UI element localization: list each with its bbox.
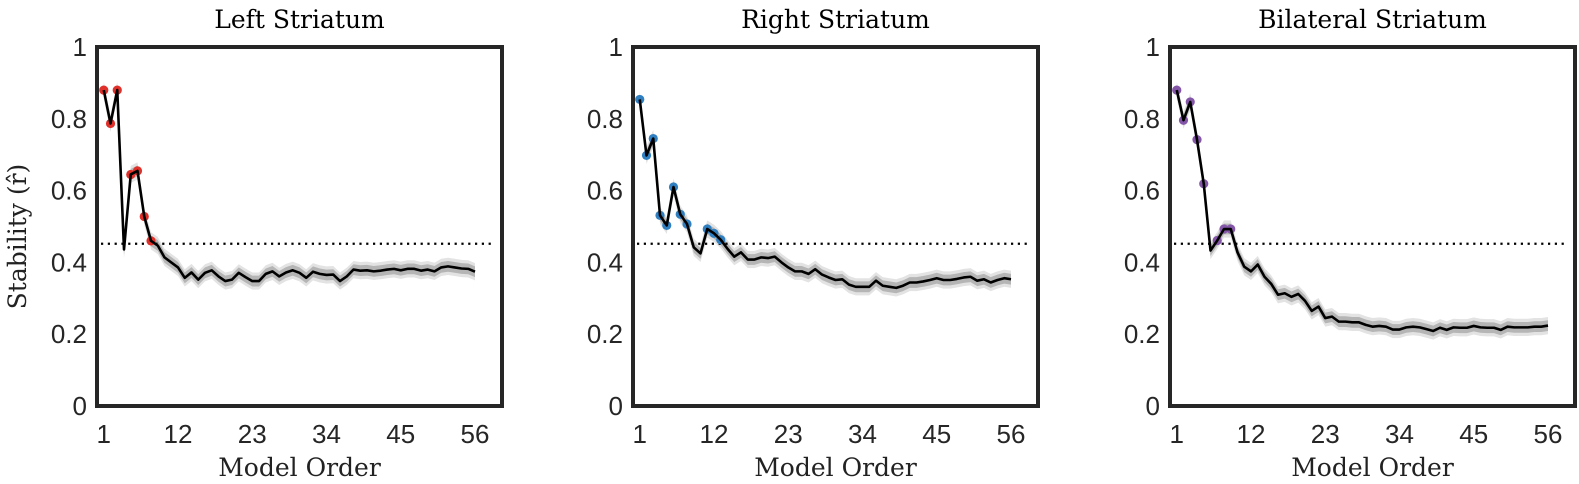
x-tick-label: 1: [97, 419, 111, 449]
y-tick-label: 0.8: [1124, 104, 1160, 134]
y-tick-label: 1: [1146, 32, 1160, 62]
y-tick-label: 0.4: [1124, 247, 1160, 277]
x-tick-label: 1: [1170, 419, 1184, 449]
y-tick-label: 0.2: [51, 319, 87, 349]
y-tick-label: 1: [609, 32, 623, 62]
x-tick-label: 12: [1237, 419, 1266, 449]
stability-line: [102, 88, 476, 283]
x-tick-label: 56: [461, 419, 490, 449]
panel-2: Right Striatum 0 0.2 0.4 0.6 0.8 1 1 12 23 34 45 56 M…: [587, 5, 1040, 482]
axes-frame: [1168, 45, 1577, 408]
axes-frame: [631, 45, 1040, 408]
panel-title: Left Striatum: [214, 5, 385, 34]
x-axis-label: Model Order: [218, 453, 381, 482]
x-tick-label: 12: [164, 419, 193, 449]
y-tick-label: 0.2: [1124, 319, 1160, 349]
confidence-band: [639, 94, 1011, 294]
x-tick-label: 45: [1459, 419, 1488, 449]
x-tick-label: 34: [848, 419, 877, 449]
confidence-band-outer: [639, 90, 1011, 297]
x-axis-label: Model Order: [754, 453, 917, 482]
x-tick-label: 23: [238, 419, 267, 449]
panel-1: Left Striatum 0 0.2 0.4 0.6 0.8 1 1 12 23 34 45 56 Mo…: [3, 5, 504, 482]
x-tick-label: 23: [774, 419, 803, 449]
panel-title: Right Striatum: [741, 5, 930, 34]
x-axis-label: Model Order: [1291, 453, 1454, 482]
axes-frame: [95, 45, 504, 408]
stability-line: [1175, 89, 1549, 333]
y-tick-label: 0.6: [587, 176, 623, 206]
x-tick-label: 45: [386, 419, 415, 449]
confidence-band-outer: [1176, 81, 1548, 340]
y-tick-label: 0.2: [587, 319, 623, 349]
y-axis-label: Stability (r̂): [3, 164, 32, 310]
y-tick-label: 0.4: [587, 247, 623, 277]
x-tick-label: 1: [633, 419, 647, 449]
x-tick-label: 45: [922, 419, 951, 449]
panel-title: Bilateral Striatum: [1258, 5, 1487, 34]
y-tick-label: 0.6: [1124, 176, 1160, 206]
x-tick-label: 23: [1311, 419, 1340, 449]
y-tick-label: 0: [609, 391, 623, 421]
y-tick-label: 1: [73, 32, 87, 62]
confidence-band-outer: [103, 81, 475, 290]
confidence-band: [103, 84, 475, 287]
y-tick-label: 0.4: [51, 247, 87, 277]
x-tick-label: 34: [1385, 419, 1414, 449]
panel-3: Bilateral Striatum 0 0.2 0.4 0.6 0.8 1 1 12 23 34 4…: [1124, 5, 1577, 482]
confidence-band: [1176, 84, 1548, 337]
x-tick-label: 34: [312, 419, 341, 449]
y-tick-label: 0: [1146, 391, 1160, 421]
x-tick-label: 12: [700, 419, 729, 449]
y-tick-label: 0.8: [51, 104, 87, 134]
stability-line: [638, 99, 1012, 290]
y-tick-label: 0.8: [587, 104, 623, 134]
y-tick-label: 0: [73, 391, 87, 421]
x-tick-label: 56: [997, 419, 1026, 449]
x-tick-label: 56: [1534, 419, 1563, 449]
y-tick-label: 0.6: [51, 176, 87, 206]
